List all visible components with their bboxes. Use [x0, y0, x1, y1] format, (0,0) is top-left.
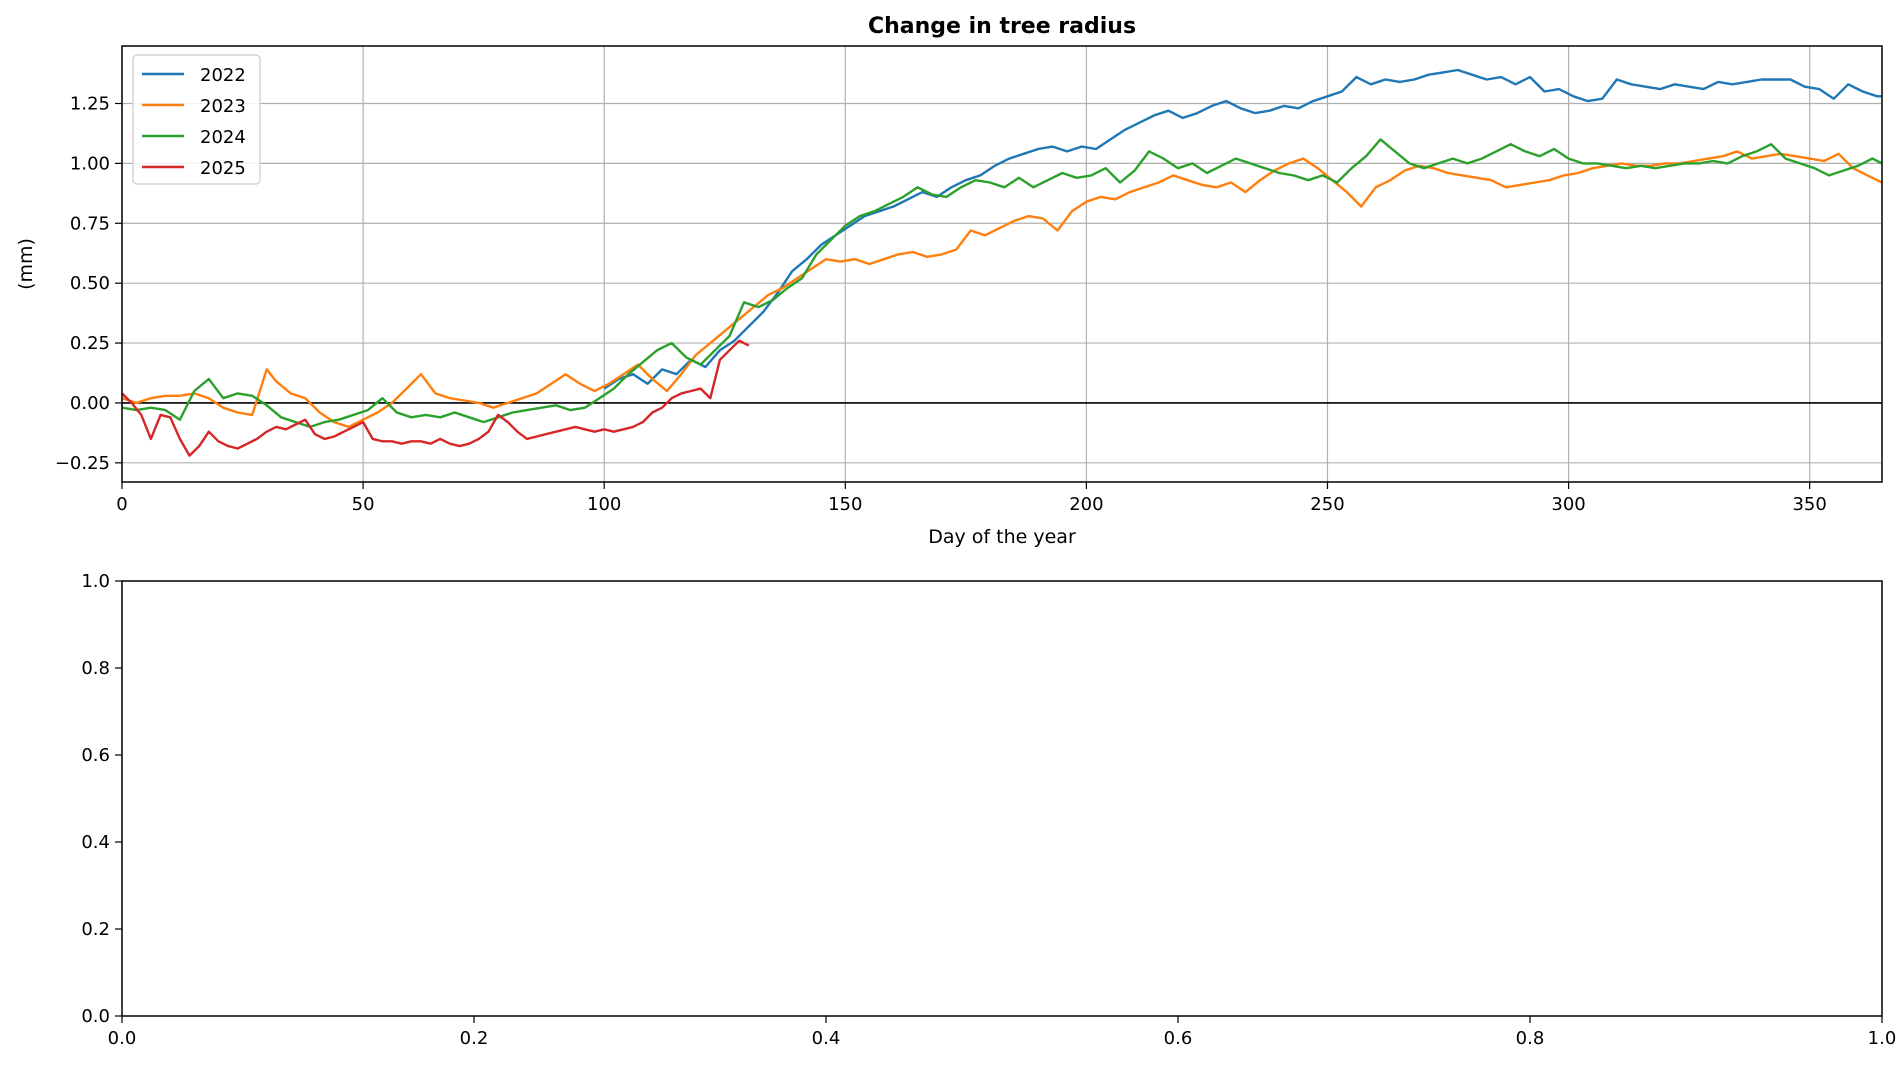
series-line-2025	[122, 339, 750, 457]
series-line-2024	[122, 138, 1882, 429]
x-tick-label: 300	[1551, 494, 1585, 515]
y-tick-label: 0.2	[81, 919, 110, 940]
series-lines	[122, 68, 1882, 457]
x-tick-label: 0.8	[1516, 1028, 1545, 1049]
x-tick-label: 0.4	[812, 1028, 841, 1049]
x-tick-label: 0.0	[108, 1028, 137, 1049]
y-tick-label: 0.4	[81, 832, 110, 853]
series-line-2023	[122, 150, 1882, 429]
y-tick-label: 0.8	[81, 658, 110, 679]
series-line-2022	[603, 68, 1882, 390]
chart-title: Change in tree radius	[868, 14, 1136, 39]
y-tick-label: 1.00	[70, 153, 110, 174]
y-tick-label: −0.25	[55, 453, 110, 474]
y-tick-label: 0.50	[70, 273, 110, 294]
x-tick-label: 1.0	[1868, 1028, 1897, 1049]
x-tick-label: 250	[1310, 494, 1344, 515]
x-tick-label: 100	[587, 494, 621, 515]
x-tick-label: 0.6	[1164, 1028, 1193, 1049]
legend-label: 2025	[200, 158, 246, 179]
y-tick-label: 1.25	[70, 93, 110, 114]
y-tick-label: 0.75	[70, 213, 110, 234]
x-axis-label: Day of the year	[928, 526, 1076, 548]
bottom-axes: 0.0 0.2 0.4 0.6 0.8 1.0 0.0 0.2 0.4 0.6 0.8 1.0	[81, 571, 1896, 1049]
x-tick-label: 350	[1792, 494, 1826, 515]
x-tick-label: 150	[828, 494, 862, 515]
legend-label: 2022	[200, 65, 246, 86]
legend-label: 2024	[200, 127, 246, 148]
y-tick-label: 0.0	[81, 1006, 110, 1027]
y-tick-label: 0.25	[70, 333, 110, 354]
y-tick-label: 0.6	[81, 745, 110, 766]
y-tick-label: 1.0	[81, 571, 110, 592]
legend-label: 2023	[200, 96, 246, 117]
x-tick-label: 0.2	[460, 1028, 489, 1049]
x-tick-label: 50	[352, 494, 375, 515]
grid-lines	[121, 46, 1882, 482]
x-tick-label: 0	[116, 494, 127, 515]
y-axis-ticks: −0.25 0.00 0.25 0.50 0.75 1.00 1.25	[55, 93, 122, 474]
legend-frame	[132, 54, 261, 185]
plot-frame	[121, 580, 1883, 1017]
y-tick-label: 0.00	[70, 393, 110, 414]
x-tick-label: 200	[1069, 494, 1103, 515]
legend: 2022 2023 2024 2025	[132, 54, 261, 185]
plot-frame	[121, 45, 1883, 483]
y-axis-ticks: 0.0 0.2 0.4 0.6 0.8 1.0	[81, 571, 122, 1027]
x-axis-ticks: 0 50 100 150 200 250 300 350	[116, 482, 1827, 515]
top-axes: Change in tree radius 0 50 100 150 200 250 300…	[15, 14, 1883, 548]
x-axis-ticks: 0.0 0.2 0.4 0.6 0.8 1.0	[108, 1016, 1897, 1049]
y-axis-label: (mm)	[15, 238, 37, 290]
